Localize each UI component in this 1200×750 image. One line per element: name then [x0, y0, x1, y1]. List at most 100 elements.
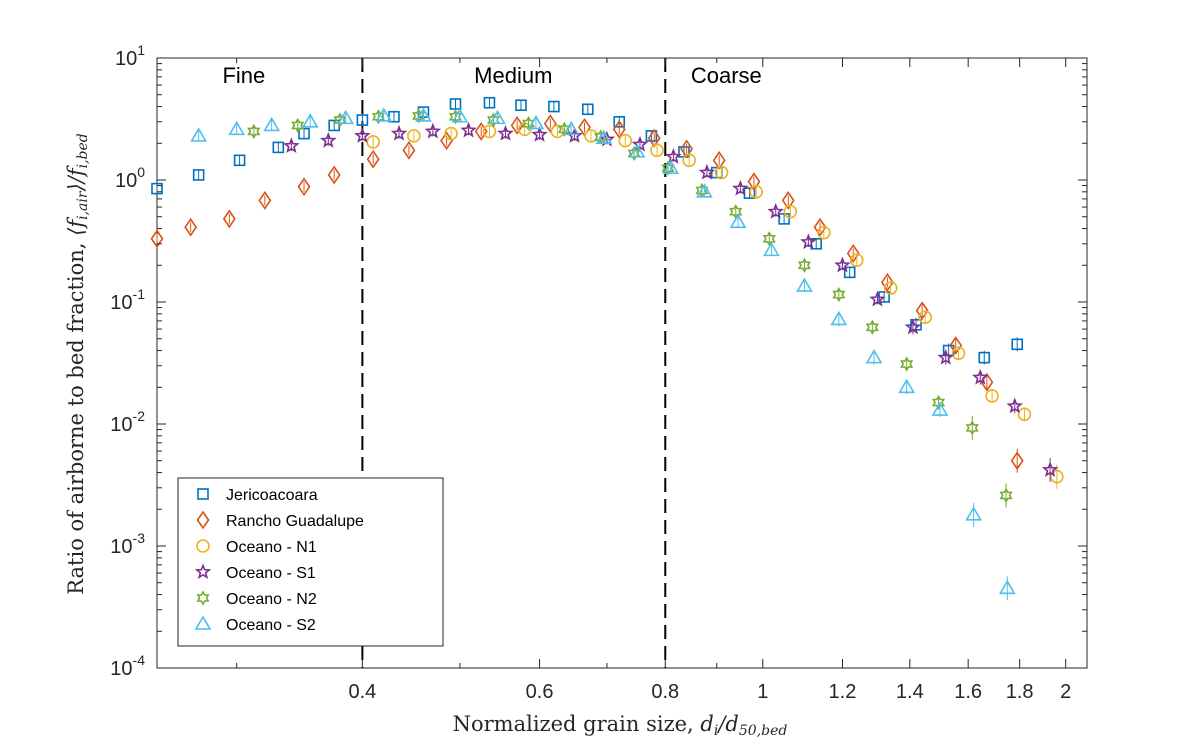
data-point — [1011, 338, 1024, 351]
x-tick-label: 1.4 — [896, 681, 924, 703]
data-point — [915, 301, 929, 321]
region-label: Medium — [474, 63, 552, 88]
data-point — [832, 287, 846, 303]
data-point — [712, 150, 726, 170]
data-point — [931, 394, 946, 411]
data-point — [817, 225, 831, 240]
data-point — [263, 116, 281, 132]
data-point — [849, 253, 864, 268]
x-tick-label: 2 — [1060, 681, 1071, 703]
y-tick-label: 10-1 — [110, 286, 145, 314]
data-point — [904, 318, 922, 335]
data-point — [972, 368, 989, 385]
data-point — [985, 389, 999, 403]
x-axis-title: Normalized grain size, di/d50,bed — [453, 712, 788, 739]
legend-label: Oceano - N2 — [226, 591, 317, 608]
data-point — [680, 139, 694, 159]
data-point — [918, 310, 932, 325]
data-point — [192, 169, 205, 181]
y-tick-label: 10-3 — [110, 530, 145, 558]
data-point — [869, 290, 886, 307]
data-point — [510, 116, 524, 135]
data-point — [283, 137, 300, 154]
data-point — [1006, 397, 1024, 414]
data-point — [665, 148, 682, 164]
x-tick-label: 1.2 — [829, 681, 857, 703]
data-point — [228, 120, 246, 136]
data-point — [595, 129, 613, 145]
data-point — [729, 204, 743, 220]
data-point — [965, 506, 982, 521]
data-point — [763, 241, 780, 257]
data-point — [767, 202, 784, 219]
region-label: Coarse — [691, 63, 762, 88]
data-point — [999, 487, 1013, 503]
data-point — [612, 119, 626, 139]
data-point — [1050, 469, 1064, 484]
data-point — [762, 231, 776, 247]
legend-marker — [194, 563, 212, 580]
data-point — [846, 244, 860, 263]
data-point — [258, 191, 272, 210]
data-point — [402, 140, 416, 160]
data-point — [998, 579, 1016, 595]
data-point — [732, 179, 749, 196]
data-point — [1041, 461, 1059, 478]
data-point — [301, 113, 319, 128]
data-point — [497, 124, 514, 141]
data-point — [272, 141, 285, 154]
y-tick-label: 10-4 — [110, 652, 145, 680]
data-point — [440, 131, 454, 151]
legend: Jericoacoara Rancho Guadalupe Oceano - N1 O… — [177, 477, 444, 647]
data-point — [333, 112, 347, 128]
data-point — [682, 153, 696, 168]
data-point — [543, 114, 557, 133]
data-point — [631, 135, 649, 152]
data-point — [415, 107, 432, 122]
y-axis-title: Ratio of airborne to bed fraction, ⟨fi,a… — [64, 133, 91, 595]
data-point — [698, 163, 716, 180]
data-point — [598, 130, 616, 147]
legend-marker — [196, 539, 210, 553]
data-point — [483, 96, 496, 109]
data-point — [366, 149, 380, 169]
y-tick-label: 101 — [115, 42, 145, 70]
data-point — [486, 112, 501, 128]
data-point — [813, 217, 827, 237]
data-point — [375, 107, 393, 122]
data-point — [898, 378, 916, 394]
data-point — [1010, 451, 1024, 471]
data-point — [489, 109, 506, 125]
data-point — [451, 108, 469, 123]
x-tick-label: 1.6 — [954, 681, 982, 703]
legend-label: Oceano - S2 — [226, 617, 316, 634]
x-tick-label: 0.6 — [526, 681, 554, 703]
data-point — [749, 185, 763, 199]
data-point — [834, 256, 851, 273]
data-point — [151, 182, 163, 195]
data-point — [482, 124, 497, 139]
data-point — [460, 121, 477, 138]
data-point — [297, 177, 311, 197]
data-point — [650, 143, 664, 158]
region-labels: Fine Medium Coarse — [222, 63, 761, 88]
data-point — [800, 233, 817, 250]
data-point — [247, 123, 261, 140]
data-point — [1017, 407, 1032, 422]
series-jericoacoara — [151, 96, 1024, 365]
legend-label: Oceano - N1 — [226, 539, 317, 556]
data-point — [291, 117, 305, 134]
data-point — [865, 319, 879, 335]
data-point — [830, 310, 848, 326]
data-point — [628, 143, 646, 158]
data-point — [627, 145, 641, 162]
data-point — [407, 129, 421, 143]
data-point — [883, 281, 898, 295]
data-point — [937, 348, 955, 365]
data-point — [965, 420, 979, 436]
data-point — [662, 159, 680, 174]
data-point — [647, 128, 661, 148]
x-tick-label: 1 — [757, 681, 768, 703]
